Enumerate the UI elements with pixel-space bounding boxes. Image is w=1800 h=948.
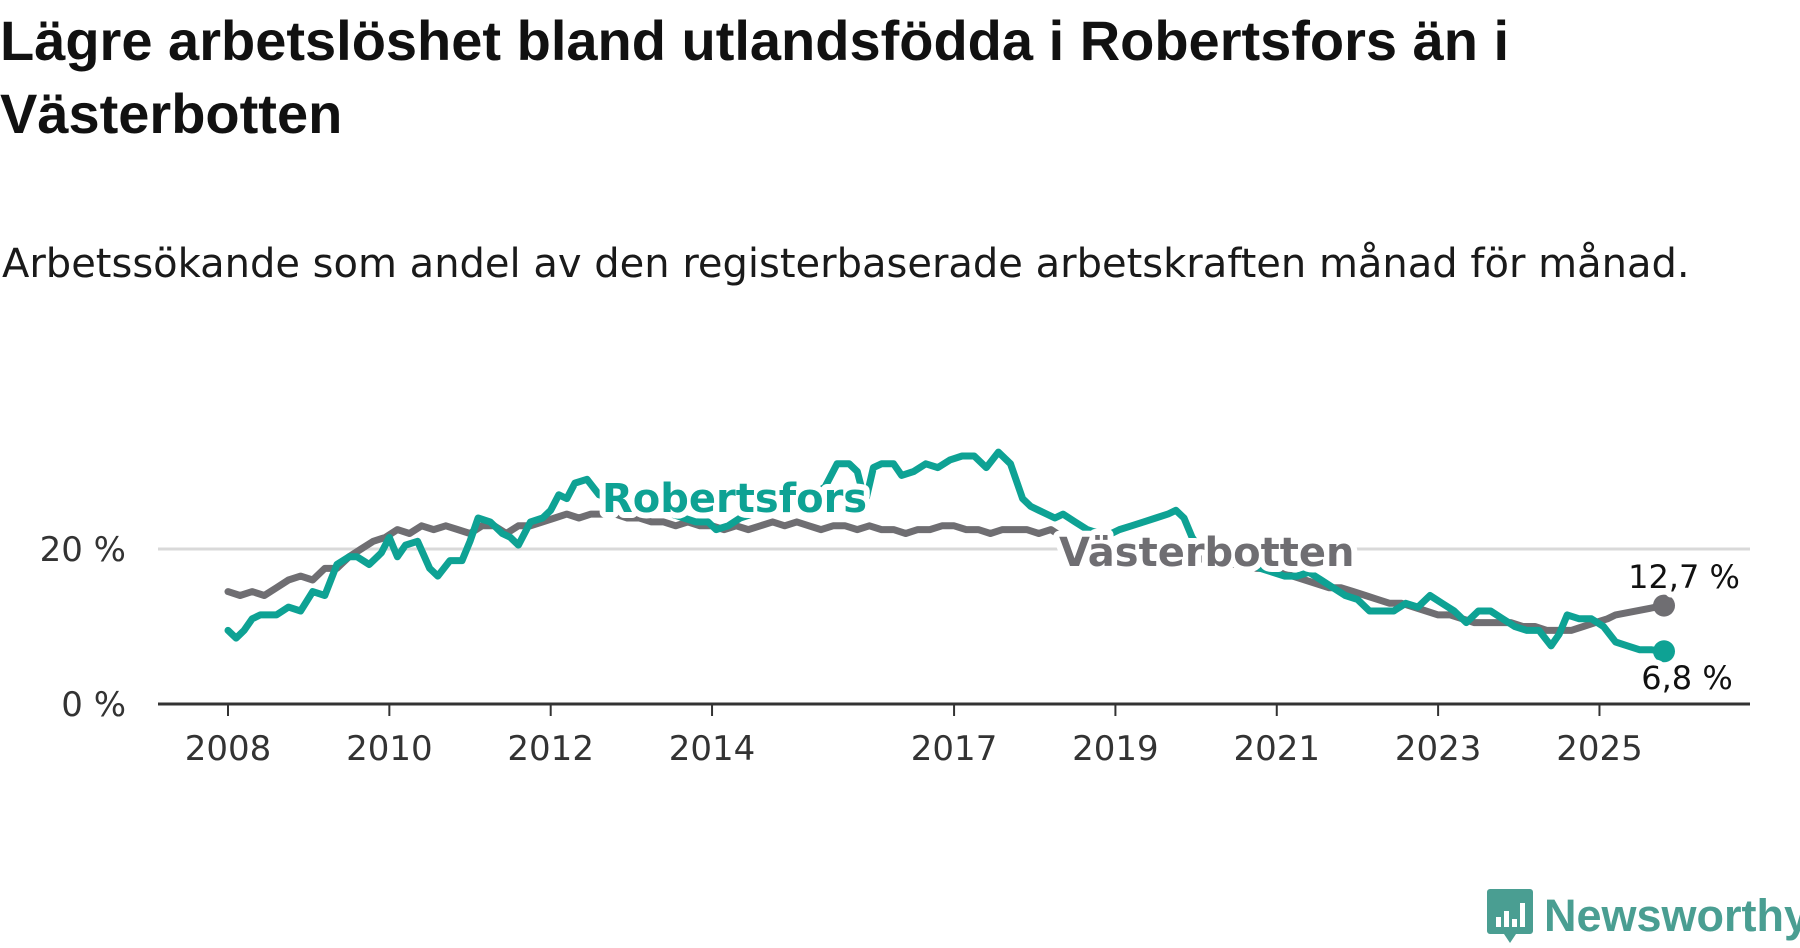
x-tick-label: 2017 [911, 729, 998, 769]
y-tick-label: 0 % [61, 685, 126, 725]
chart-subtitle: Arbetssökande som andel av den registerb… [2, 241, 1690, 287]
series-label-vasterbotten: Västerbotten [1059, 530, 1355, 576]
y-tick-label: 20 % [40, 530, 126, 570]
series-lines [224, 448, 1675, 663]
x-tick-label: 2021 [1233, 729, 1320, 769]
end-point-vasterbotten [1653, 594, 1675, 617]
end-point-robertsfors [1653, 640, 1675, 663]
x-tick-label: 2010 [346, 729, 433, 769]
newsworthy-logo-icon [1487, 889, 1533, 943]
newsworthy-logo-text: Newsworthy [1544, 890, 1800, 941]
chart-title: Lägre arbetslöshet bland utlandsfödda i … [0, 9, 1510, 145]
series-labels: Robertsfors Västerbotten 12,7 % 6,8 % [596, 470, 1746, 703]
x-tick-label: 2019 [1072, 729, 1159, 769]
newsworthy-logo[interactable]: Newsworthy [1486, 886, 1800, 946]
x-tick-label: 2012 [507, 729, 594, 769]
end-label-robertsfors: 6,8 % [1641, 659, 1732, 697]
axes: 0 % 20 % 2008 2010 2012 2014 2017 2019 2021 2023 2… [40, 530, 1750, 769]
series-line-vasterbotten [224, 510, 1668, 634]
end-label-vasterbotten: 12,7 % [1628, 558, 1740, 596]
x-tick-label: 2025 [1556, 729, 1643, 769]
series-line-robertsfors [224, 448, 1668, 655]
x-tick-label: 2008 [185, 729, 272, 769]
x-tick-label: 2023 [1395, 729, 1482, 769]
series-label-robertsfors: Robertsfors [602, 476, 867, 522]
x-tick-label: 2014 [669, 729, 756, 769]
